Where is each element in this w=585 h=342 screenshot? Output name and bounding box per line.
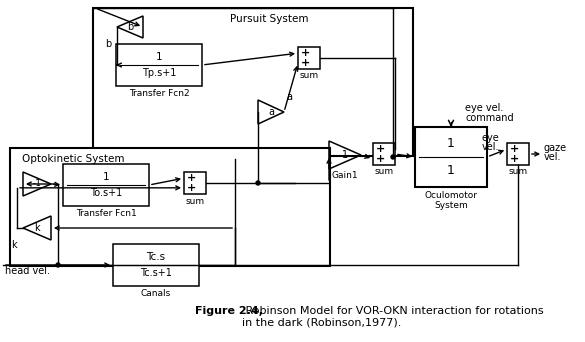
Bar <box>10 148 330 266</box>
Text: +: + <box>187 183 197 193</box>
Text: a: a <box>286 92 292 102</box>
Text: 1: 1 <box>447 164 455 177</box>
Text: eye: eye <box>481 133 499 143</box>
Text: Figure 2.4,: Figure 2.4, <box>195 306 263 316</box>
Text: b: b <box>105 39 111 49</box>
Text: vel.: vel. <box>544 152 562 162</box>
Bar <box>93 8 413 156</box>
Text: System: System <box>434 200 468 210</box>
Bar <box>415 127 487 187</box>
Text: +: + <box>187 173 197 183</box>
Text: Tc.s: Tc.s <box>146 252 166 262</box>
Bar <box>113 244 199 286</box>
Text: +: + <box>510 154 519 164</box>
Text: a: a <box>268 107 274 117</box>
Text: Robinson Model for VOR-OKN interaction for rotations
in the dark (Robinson,1977): Robinson Model for VOR-OKN interaction f… <box>242 306 543 328</box>
Text: To.s+1: To.s+1 <box>90 188 122 198</box>
Text: Pursuit System: Pursuit System <box>230 14 308 24</box>
Text: sum: sum <box>185 197 205 206</box>
Text: vel.: vel. <box>481 142 499 152</box>
Text: 1: 1 <box>342 150 348 160</box>
Text: Transfer Fcn1: Transfer Fcn1 <box>75 210 136 219</box>
Bar <box>116 44 202 86</box>
Text: eye vel.: eye vel. <box>465 103 503 113</box>
Bar <box>373 143 395 165</box>
Bar <box>184 172 206 194</box>
Text: command: command <box>465 113 514 123</box>
Text: Optokinetic System: Optokinetic System <box>22 154 124 164</box>
Circle shape <box>56 263 60 267</box>
Text: 1: 1 <box>447 137 455 150</box>
Text: +: + <box>301 48 310 58</box>
Text: Canals: Canals <box>141 289 171 299</box>
Text: Gain1: Gain1 <box>332 171 358 181</box>
Text: -1: -1 <box>33 180 42 188</box>
Text: sum: sum <box>300 71 319 80</box>
Text: k: k <box>34 223 40 233</box>
Text: k: k <box>11 240 17 250</box>
Text: Tp.s+1: Tp.s+1 <box>142 68 176 78</box>
Text: sum: sum <box>374 168 394 176</box>
Bar <box>63 164 149 206</box>
Bar <box>507 143 529 165</box>
Text: Tc.s+1: Tc.s+1 <box>140 268 172 278</box>
Text: 1: 1 <box>156 52 162 63</box>
Text: Transfer Fcn2: Transfer Fcn2 <box>129 90 190 98</box>
Text: gaze: gaze <box>544 143 567 153</box>
Text: +: + <box>510 144 519 154</box>
Text: head vel.: head vel. <box>5 266 50 276</box>
Circle shape <box>256 181 260 185</box>
Text: sum: sum <box>508 168 528 176</box>
Text: +: + <box>301 58 310 68</box>
Text: b: b <box>127 22 133 32</box>
Text: +: + <box>376 154 386 164</box>
Text: +: + <box>376 144 386 154</box>
Text: 1: 1 <box>103 172 109 182</box>
Bar <box>298 47 320 69</box>
Circle shape <box>391 155 395 159</box>
Text: Oculomotor: Oculomotor <box>425 192 477 200</box>
